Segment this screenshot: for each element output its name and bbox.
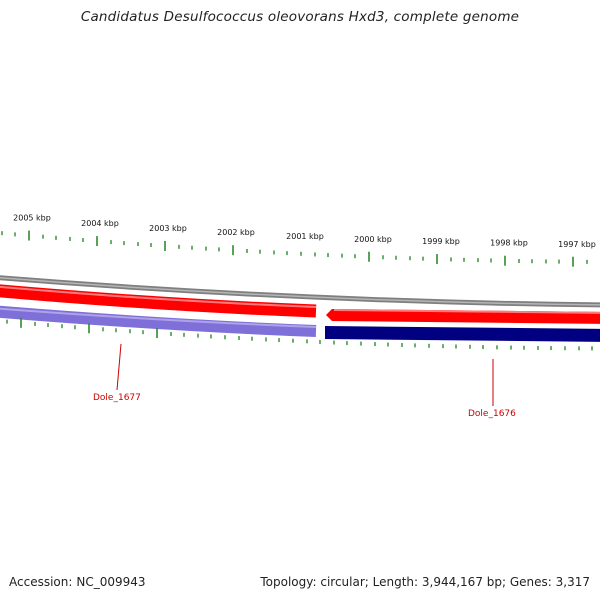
gene-feature-forward-left — [0, 284, 317, 318]
scale-label-kbp: 2003 kbp — [149, 224, 187, 233]
scale-label-kbp: 1997 kbp — [558, 240, 596, 249]
scale-ticks-bottom — [6, 317, 593, 351]
scale-label-kbp: 2004 kbp — [81, 219, 119, 228]
accession-label: Accession: — [9, 575, 73, 589]
accession-info: Accession: NC_009943 — [9, 575, 146, 589]
gene-label-dole-1676[interactable]: Dole_1676 — [468, 409, 516, 419]
scale-ticks-top — [1, 230, 588, 267]
gene-feature-reverse-right — [325, 326, 600, 342]
scale-label-kbp: 2000 kbp — [354, 235, 392, 244]
gene-feature-forward-right-shine — [333, 309, 600, 314]
gene-label-dole-1677[interactable]: Dole_1677 — [93, 393, 141, 403]
scale-label-kbp: 1999 kbp — [422, 237, 460, 246]
gene-feature-reverse-left-shine — [0, 307, 317, 328]
topology-info: Topology: circular; Length: 3,944,167 bp… — [260, 575, 590, 589]
gene-feature-forward-left-shine — [0, 285, 317, 308]
gene-feature-reverse-left — [0, 305, 317, 337]
accession-value: NC_009943 — [76, 575, 146, 589]
scale-label-kbp: 2002 kbp — [217, 228, 255, 237]
gene-label-leader-dole-1677 — [116, 343, 122, 391]
scale-labels: 2005 kbp 2004 kbp 2003 kbp 2002 kbp 2001 kbp… — [13, 214, 596, 249]
genome-backbone-highlight — [0, 277, 600, 306]
scale-label-kbp: 1998 kbp — [490, 239, 528, 248]
scale-label-kbp: 2005 kbp — [13, 214, 51, 223]
genome-title: Candidatus Desulfococcus oleovorans Hxd3… — [80, 9, 520, 25]
scale-label-kbp: 2001 kbp — [286, 232, 324, 241]
